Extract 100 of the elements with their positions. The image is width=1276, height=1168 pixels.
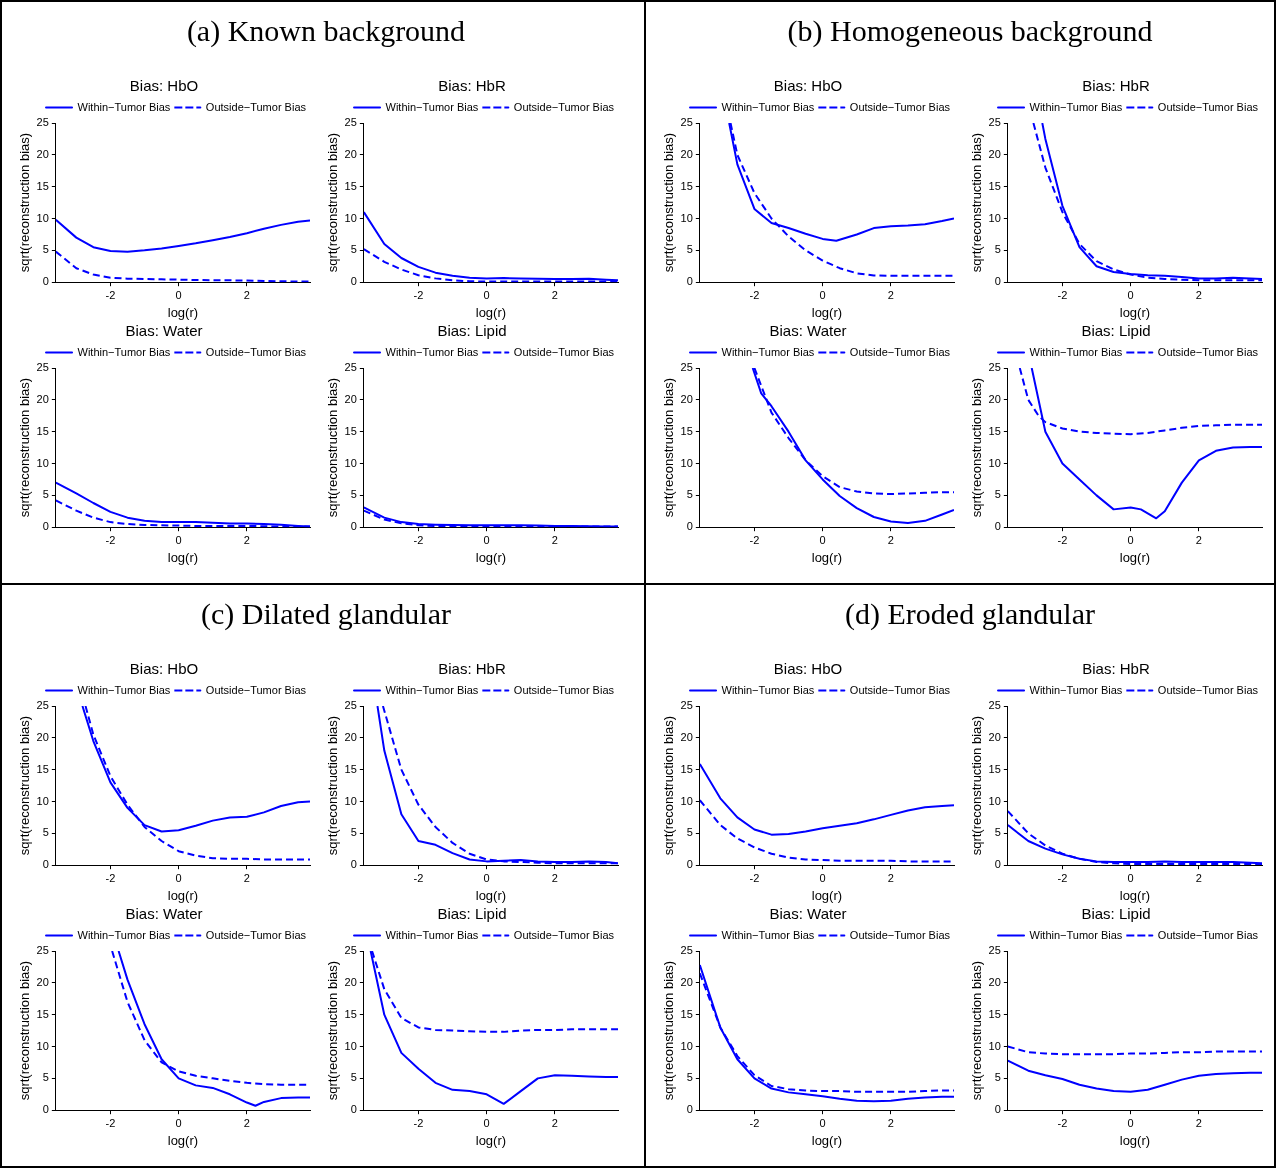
y-tick-label: 15 <box>36 179 49 192</box>
chart-title: Bias: HbO <box>773 660 843 678</box>
y-tick-label: 5 <box>42 1071 49 1084</box>
x-tick-label: 2 <box>243 871 250 884</box>
y-tick-label: 25 <box>680 361 693 374</box>
y-tick-label: 20 <box>36 975 49 988</box>
legend-label: Within−Tumor Bias <box>721 683 815 696</box>
x-axis-title: log(r) <box>1119 887 1151 903</box>
x-tick-label: 2 <box>551 1116 558 1129</box>
y-tick-label: 0 <box>994 1103 1001 1116</box>
y-tick-label: 5 <box>686 826 693 839</box>
y-tick-label: 20 <box>988 975 1001 988</box>
y-tick-label: 0 <box>42 275 49 288</box>
y-tick-label: 15 <box>680 179 693 192</box>
x-tick-label: -2 <box>413 1116 424 1129</box>
y-tick-label: 5 <box>686 488 693 501</box>
x-tick-label: 2 <box>551 871 558 884</box>
y-tick-label: 0 <box>994 275 1001 288</box>
y-tick-label: 5 <box>994 243 1001 256</box>
legend-label: Outside−Tumor Bias <box>1157 345 1259 358</box>
y-tick-label: 10 <box>680 1039 693 1052</box>
x-axis-title: log(r) <box>811 887 843 903</box>
x-tick-label: 0 <box>819 1116 826 1129</box>
y-tick-label: 20 <box>680 147 693 160</box>
x-axis-title: log(r) <box>811 304 843 320</box>
legend-label: Within−Tumor Bias <box>1029 683 1123 696</box>
x-tick-label: 0 <box>175 288 182 301</box>
chart-title: Bias: Water <box>125 905 203 923</box>
y-tick-label: 5 <box>350 243 357 256</box>
y-tick-label: 10 <box>344 456 357 469</box>
chart-title: Bias: HbR <box>438 77 506 95</box>
chart-title: Bias: Water <box>769 322 847 340</box>
x-axis-title: log(r) <box>1119 549 1151 565</box>
y-tick-label: 15 <box>680 424 693 437</box>
x-tick-label: 0 <box>1127 288 1134 301</box>
x-tick-label: 0 <box>483 1116 490 1129</box>
legend-label: Outside−Tumor Bias <box>205 928 307 941</box>
legend-label: Outside−Tumor Bias <box>1157 928 1259 941</box>
x-tick-label: -2 <box>749 871 760 884</box>
legend-label: Within−Tumor Bias <box>721 928 815 941</box>
y-tick-label: 10 <box>344 211 357 224</box>
x-tick-label: -2 <box>413 871 424 884</box>
y-tick-label: 15 <box>680 1007 693 1020</box>
y-tick-label: 10 <box>344 1039 357 1052</box>
x-tick-label: -2 <box>1057 871 1068 884</box>
chart-title: Bias: Lipid <box>437 905 507 923</box>
y-tick-label: 10 <box>680 794 693 807</box>
y-tick-label: 20 <box>988 730 1001 743</box>
legend-label: Outside−Tumor Bias <box>849 100 951 113</box>
y-tick-label: 20 <box>36 392 49 405</box>
y-tick-label: 25 <box>988 116 1001 129</box>
chart-title: Bias: Water <box>769 905 847 923</box>
y-axis-title: sqrt(reconstruction bias) <box>661 960 677 1101</box>
y-tick-label: 15 <box>988 1007 1001 1020</box>
y-tick-label: 20 <box>344 392 357 405</box>
y-tick-label: 15 <box>344 424 357 437</box>
y-tick-label: 15 <box>36 1007 49 1020</box>
x-tick-label: 2 <box>1195 1116 1202 1129</box>
y-axis-title: sqrt(reconstruction bias) <box>17 132 33 273</box>
y-axis-title: sqrt(reconstruction bias) <box>17 715 33 856</box>
x-tick-label: 2 <box>1195 871 1202 884</box>
legend-label: Within−Tumor Bias <box>1029 928 1123 941</box>
x-axis-title: log(r) <box>1119 304 1151 320</box>
legend-label: Outside−Tumor Bias <box>513 100 615 113</box>
y-tick-label: 0 <box>686 275 693 288</box>
y-tick-label: 5 <box>42 826 49 839</box>
legend-label: Outside−Tumor Bias <box>1157 683 1259 696</box>
chart-title: Bias: Lipid <box>437 322 507 340</box>
y-tick-label: 5 <box>42 488 49 501</box>
x-tick-label: 2 <box>887 871 894 884</box>
y-tick-label: 25 <box>680 116 693 129</box>
legend-label: Outside−Tumor Bias <box>849 928 951 941</box>
y-axis-title: sqrt(reconstruction bias) <box>325 132 341 273</box>
x-axis-title: log(r) <box>167 304 199 320</box>
legend-label: Within−Tumor Bias <box>77 100 171 113</box>
legend-label: Outside−Tumor Bias <box>513 928 615 941</box>
legend-label: Within−Tumor Bias <box>77 345 171 358</box>
y-tick-label: 10 <box>36 456 49 469</box>
x-axis-title: log(r) <box>475 549 507 565</box>
y-tick-label: 15 <box>36 424 49 437</box>
y-tick-label: 25 <box>36 361 49 374</box>
y-axis-title: sqrt(reconstruction bias) <box>661 715 677 856</box>
legend-label: Outside−Tumor Bias <box>205 100 307 113</box>
legend-label: Outside−Tumor Bias <box>513 683 615 696</box>
y-tick-label: 0 <box>686 858 693 871</box>
y-tick-label: 15 <box>988 179 1001 192</box>
x-tick-label: 0 <box>175 1116 182 1129</box>
chart-title: Bias: Lipid <box>1081 905 1151 923</box>
y-tick-label: 0 <box>994 858 1001 871</box>
x-tick-label: -2 <box>749 288 760 301</box>
y-tick-label: 20 <box>344 147 357 160</box>
y-tick-label: 20 <box>344 730 357 743</box>
y-tick-label: 20 <box>988 392 1001 405</box>
y-axis-title: sqrt(reconstruction bias) <box>325 960 341 1101</box>
x-tick-label: 2 <box>243 533 250 546</box>
x-tick-label: -2 <box>105 533 116 546</box>
x-axis-title: log(r) <box>1119 1132 1151 1148</box>
x-tick-label: -2 <box>413 533 424 546</box>
y-tick-label: 20 <box>36 730 49 743</box>
chart-title: Bias: HbO <box>129 660 199 678</box>
